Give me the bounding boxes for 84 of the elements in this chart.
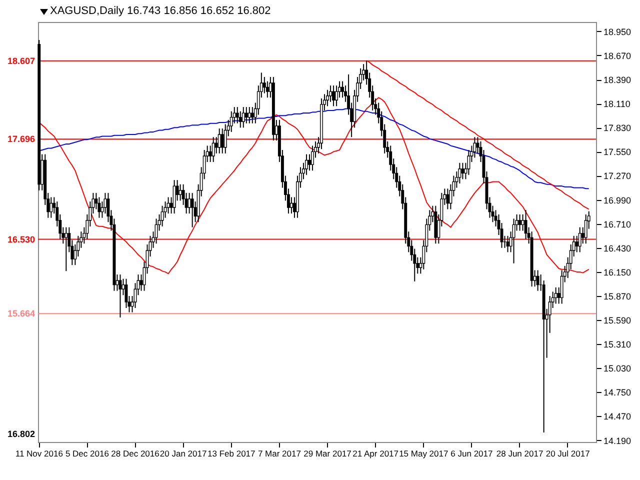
x-tick-label: 6 Jun 2017 bbox=[450, 448, 494, 458]
candlestick bbox=[575, 235, 578, 253]
candlestick bbox=[230, 110, 233, 132]
candlestick bbox=[250, 106, 254, 124]
ref-line-label: 15.664 bbox=[7, 308, 35, 319]
candlestick bbox=[329, 85, 332, 102]
x-tick-label: 20 Jul 2017 bbox=[546, 448, 590, 458]
y-tick-label: 14.470 bbox=[604, 412, 632, 422]
candlestick bbox=[584, 214, 588, 244]
candlestick bbox=[178, 184, 182, 202]
candlestick bbox=[326, 89, 329, 107]
candlestick bbox=[154, 218, 158, 244]
x-tick-label: 13 Feb 2017 bbox=[208, 448, 256, 458]
x-tick-label: 29 Mar 2017 bbox=[304, 448, 352, 458]
candlestick bbox=[554, 286, 558, 304]
y-tick-label: 15.030 bbox=[604, 364, 632, 374]
text: 16.802 bbox=[7, 429, 35, 439]
candlestick bbox=[220, 128, 224, 154]
candlestick bbox=[208, 145, 212, 162]
y-tick-label: 16.710 bbox=[604, 219, 632, 230]
x-tick-label: 28 Dec 2016 bbox=[111, 448, 160, 458]
candlestick bbox=[335, 85, 338, 107]
candlestick bbox=[212, 136, 215, 162]
candlestick bbox=[50, 196, 53, 218]
y-tick-label: 17.550 bbox=[604, 147, 632, 158]
y-tick-label: 14.190 bbox=[604, 436, 632, 446]
y-tick-label: 16.990 bbox=[604, 195, 632, 206]
candlestick bbox=[98, 196, 101, 218]
candlestick bbox=[188, 192, 191, 214]
candlestick bbox=[172, 180, 176, 214]
candlestick bbox=[311, 145, 314, 172]
candlestick bbox=[190, 192, 194, 228]
ref-line-label: 18.607 bbox=[7, 56, 35, 66]
candlestick bbox=[524, 210, 528, 240]
candlestick bbox=[341, 80, 344, 98]
candlestick bbox=[578, 226, 582, 253]
candlestick bbox=[560, 270, 564, 304]
candlestick bbox=[238, 110, 242, 128]
x-tick-label: 28 Jun 2017 bbox=[496, 448, 544, 458]
y-tick-label: 18.110 bbox=[604, 99, 630, 110]
x-tick-label: 5 Dec 2016 bbox=[65, 448, 110, 458]
y-tick-label: 17.830 bbox=[604, 123, 632, 134]
x-tick-label: 11 Nov 2016 bbox=[15, 448, 64, 458]
x-tick-label: 7 Mar 2017 bbox=[258, 448, 302, 458]
candlestick bbox=[236, 106, 239, 124]
y-tick-label: 15.310 bbox=[604, 340, 632, 350]
y-tick-label: 18.950 bbox=[604, 26, 632, 37]
chart-title: XAGUSD,Daily 16.743 16.856 16.652 16.802 bbox=[50, 5, 271, 17]
candlestick bbox=[244, 106, 248, 124]
ref-line-label: 17.696 bbox=[7, 134, 35, 144]
candlestick bbox=[305, 154, 308, 176]
candlestick bbox=[160, 205, 164, 227]
candlestick bbox=[521, 214, 524, 232]
candlestick bbox=[242, 106, 245, 128]
candlestick bbox=[218, 128, 221, 154]
candlestick bbox=[467, 149, 470, 176]
candlestick bbox=[473, 136, 476, 158]
candlestick bbox=[266, 80, 269, 98]
candlestick bbox=[536, 270, 540, 292]
y-tick-label: 18.670 bbox=[604, 50, 632, 61]
candlestick bbox=[458, 162, 462, 184]
candlestick bbox=[104, 192, 107, 214]
candlestick bbox=[290, 196, 293, 214]
candlestick bbox=[214, 136, 218, 154]
y-tick-label: 15.590 bbox=[604, 316, 632, 326]
x-tick-label: 20 Jan 2017 bbox=[160, 448, 207, 458]
y-tick-label: 14.750 bbox=[604, 388, 632, 398]
y-tick-label: 15.870 bbox=[604, 291, 632, 302]
x-tick-label: 15 May 2017 bbox=[399, 448, 448, 458]
candlestick bbox=[262, 76, 266, 94]
candlestick bbox=[332, 85, 335, 107]
y-tick-label: 18.390 bbox=[604, 75, 632, 86]
y-tick-label: 16.150 bbox=[604, 267, 632, 278]
x-tick-label: 21 Apr 2017 bbox=[352, 448, 399, 458]
candlestick bbox=[446, 188, 450, 210]
y-tick-label: 16.430 bbox=[604, 243, 632, 254]
y-tick-label: 17.270 bbox=[604, 171, 632, 182]
candlestick bbox=[248, 106, 251, 124]
candlestick bbox=[461, 162, 464, 180]
ref-line-label: 16.530 bbox=[7, 234, 35, 244]
candlestick bbox=[64, 226, 68, 272]
candlestick bbox=[166, 196, 170, 214]
candlestick bbox=[224, 124, 227, 154]
candlestick bbox=[308, 154, 311, 172]
